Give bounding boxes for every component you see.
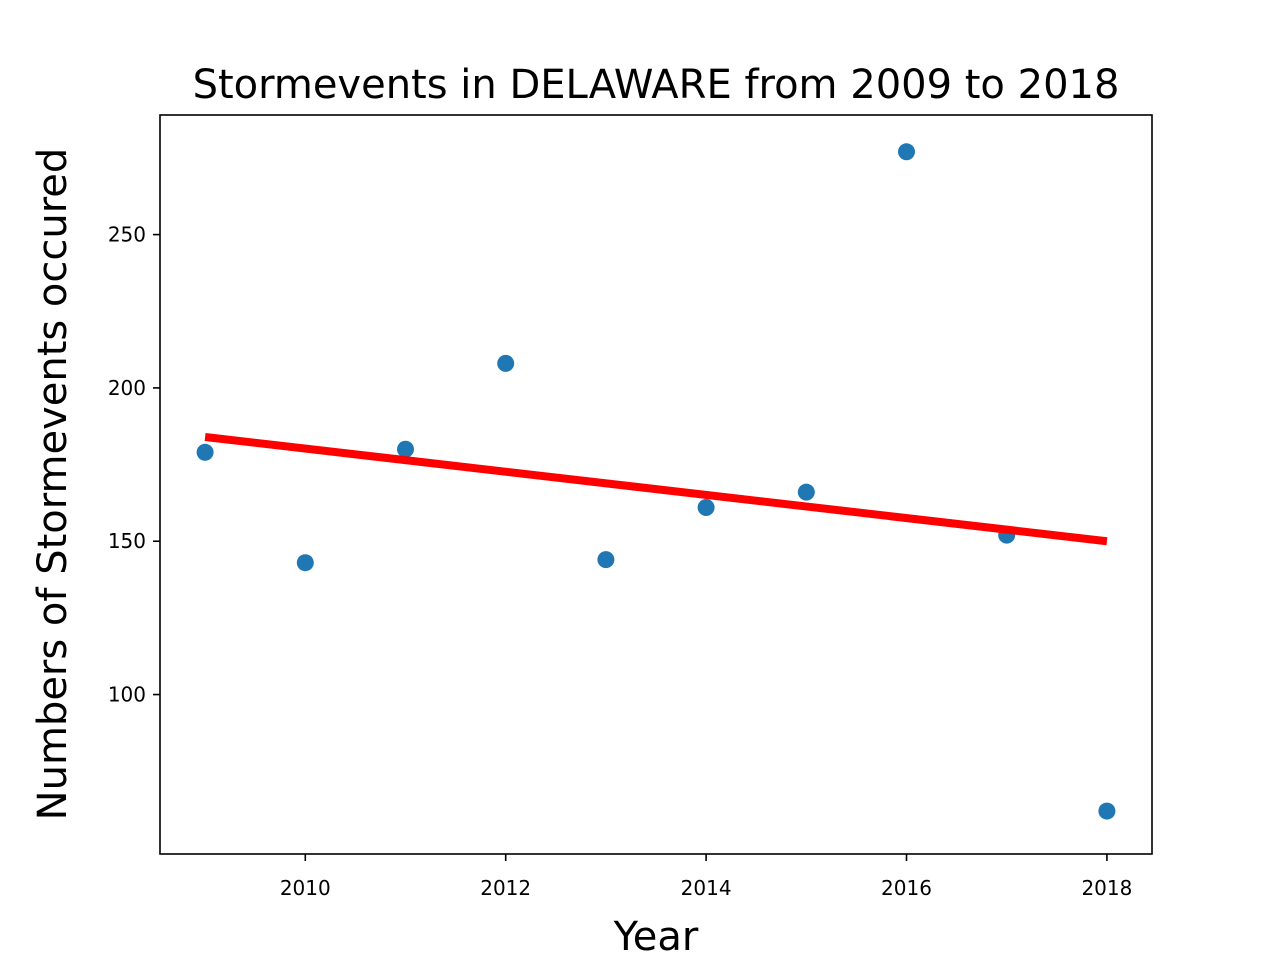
data-point (497, 354, 515, 372)
data-point (898, 143, 916, 161)
data-point (797, 483, 815, 501)
y-tick-label: 150 (108, 529, 146, 553)
data-point (697, 498, 715, 516)
data-point (396, 440, 414, 458)
chart-title: Stormevents in DELAWARE from 2009 to 201… (193, 62, 1120, 108)
x-axis-ticks: 2010 2012 2014 2016 2018 (280, 854, 1132, 900)
y-tick-label: 200 (108, 376, 146, 400)
data-point (196, 443, 214, 461)
x-tick-label: 2014 (681, 876, 732, 900)
data-point (597, 551, 615, 569)
axes-frame (159, 114, 1153, 855)
y-axis-label: Numbers of Stormevents occured (30, 148, 76, 821)
x-tick-label: 2010 (280, 876, 331, 900)
y-tick-label: 100 (108, 683, 146, 707)
trend-line (204, 432, 1108, 546)
y-axis-ticks: 100 150 200 250 (108, 223, 160, 707)
x-axis-label: Year (613, 914, 699, 960)
data-point (1098, 802, 1116, 820)
x-tick-label: 2016 (881, 876, 932, 900)
x-tick-label: 2012 (480, 876, 531, 900)
x-tick-label: 2018 (1081, 876, 1132, 900)
data-point (296, 554, 314, 572)
plot-area (196, 143, 1116, 820)
y-tick-label: 250 (108, 223, 146, 247)
